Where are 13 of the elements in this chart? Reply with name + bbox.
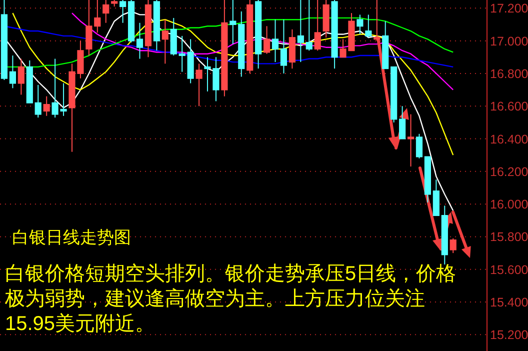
y-tick-label: 17.200	[490, 2, 528, 16]
y-tick-label: 15.400	[490, 296, 528, 310]
annotation: 白银价格短期空头排列。银价走势承压5日线，价格极为弱势，建议逢高做空为主。上方压力位关注15.95美元附近。	[5, 262, 458, 337]
y-tick-label: 16.400	[490, 132, 528, 146]
y-tick-label: 16.600	[490, 100, 528, 114]
text: 白银日线走势图	[12, 227, 131, 249]
y-tick-label: 15.800	[490, 230, 528, 244]
y-tick-label: 16.000	[490, 198, 528, 212]
y-tick-label: 16.800	[490, 66, 528, 81]
y-tick-label: 15.200	[490, 328, 528, 342]
y-tick-label: 16.200	[490, 164, 528, 179]
y-tick-label: 15.600	[490, 262, 528, 277]
y-tick-label: 17.000	[490, 34, 528, 48]
